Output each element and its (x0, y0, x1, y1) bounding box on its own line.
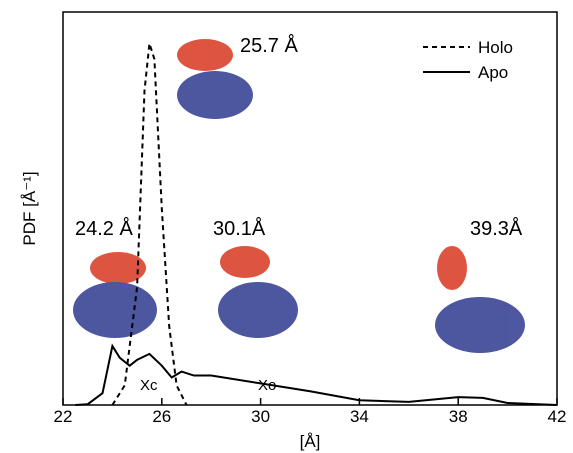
annotation: 39.3Å (470, 217, 523, 240)
legend-label: Apo (478, 63, 508, 82)
line-1 (75, 343, 558, 406)
annotation: 30.1Å (213, 217, 266, 240)
annotation: 25.7 Å (240, 34, 298, 57)
line-0 (111, 43, 188, 406)
x-tick-label: 38 (449, 407, 468, 426)
y-axis-label: PDF [Å⁻¹] (20, 171, 39, 245)
x-tick-label: 26 (152, 407, 171, 426)
annotation: Xc (140, 377, 158, 394)
x-tick-label: 34 (350, 407, 369, 426)
annotation: 24.2 Å (75, 217, 133, 240)
legend-label: Holo (478, 38, 513, 57)
annotation: Xo (258, 377, 276, 394)
plot-frame (62, 11, 558, 406)
x-axis-label: [Å] (300, 432, 321, 451)
x-tick-label: 42 (548, 407, 567, 426)
protein-images (73, 39, 525, 353)
x-tick-label: 30 (251, 407, 270, 426)
x-tick-label: 22 (54, 407, 73, 426)
